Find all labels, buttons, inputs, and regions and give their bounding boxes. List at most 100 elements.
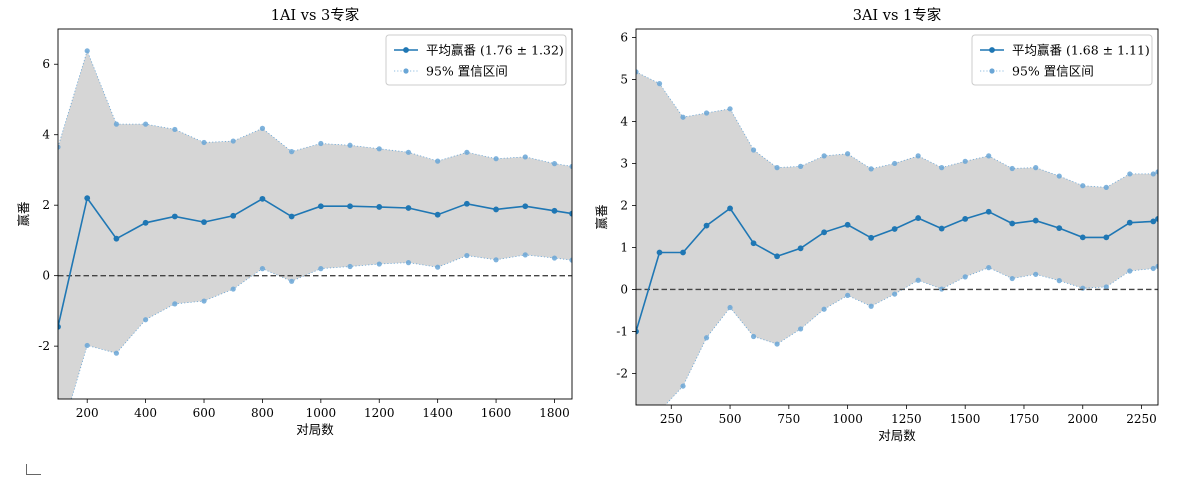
ci-upper-point (347, 142, 353, 148)
y-tick-label: 0 (620, 282, 628, 296)
x-tick-label: 1800 (539, 406, 570, 420)
ci-upper-point (1056, 173, 1062, 179)
x-tick-label: 500 (719, 412, 742, 426)
ci-upper-point (1155, 169, 1158, 175)
y-tick-label: 6 (42, 57, 50, 71)
plot-frame (57, 28, 573, 400)
ci-lower-point (201, 298, 207, 304)
ci-lower-point (939, 286, 945, 292)
ci-upper-point (636, 69, 639, 75)
ci-lower-point (845, 292, 851, 298)
ci-lower-point (522, 252, 528, 258)
mean-point (522, 203, 529, 210)
ci-upper-point (1009, 165, 1015, 172)
mean-point (171, 213, 178, 220)
ci-upper-point (750, 147, 757, 153)
mean-point (1079, 234, 1086, 241)
ci-lower-point (143, 317, 149, 323)
ci-lower-point (1009, 275, 1015, 282)
ci-lower-point (289, 278, 295, 284)
mean-point (347, 203, 353, 210)
ci-lower-point (569, 257, 572, 263)
mean-point (84, 195, 91, 202)
ci-lower-point (1150, 265, 1156, 272)
mean-point (868, 234, 875, 241)
x-tick-label: 1250 (891, 412, 922, 426)
ci-upper-point (703, 110, 710, 116)
legend: 平均赢番 (1.76 ± 1.32) 95% 置信区间 (385, 34, 567, 86)
mean-point (551, 207, 558, 214)
mean-point (142, 219, 149, 226)
ci-lower-point (703, 335, 710, 341)
ci-upper-point (230, 138, 236, 144)
ci-upper-point (986, 153, 992, 159)
y-tick-label: 2 (42, 198, 50, 212)
legend-mean-label: 平均赢番 (1.68 ± 1.11) (1012, 43, 1150, 58)
ci-lower-point (797, 326, 804, 332)
plot-frame (635, 28, 1159, 406)
mean-point (656, 249, 663, 256)
legend-ci-label: 95% 置信区间 (1012, 64, 1094, 79)
confidence-band (58, 50, 572, 399)
ci-upper-point (915, 153, 921, 159)
confidence-band (636, 71, 1158, 405)
ci-lower-point (1033, 271, 1039, 277)
ci-lower-point (962, 274, 968, 280)
legend-mean-marker (403, 47, 409, 53)
y-tick-label: 1 (620, 240, 628, 254)
ci-lower-point (55, 442, 60, 447)
ci-lower-point (464, 252, 470, 259)
ci-upper-point (405, 149, 412, 155)
y-tick-label: 0 (42, 269, 50, 283)
y-axis-label: 赢番 (16, 201, 31, 227)
mean-point (938, 225, 945, 232)
ci-upper-point (1103, 184, 1109, 190)
x-axis-label: 对局数 (296, 422, 334, 437)
ci-upper-point (680, 114, 686, 120)
ci-lower-point (1103, 284, 1109, 290)
ci-lower-point (230, 286, 236, 292)
ci-upper-point (892, 160, 898, 167)
chart-2: 250 500 750 1000 1250 1500 1750 2000 2250 -2 -1 0 1 2… (594, 7, 1159, 443)
ci-lower-point (915, 277, 921, 283)
ci-lower-point (1127, 268, 1133, 274)
ci-upper-point (464, 149, 470, 155)
ci-upper-point (143, 121, 149, 127)
mean-point (797, 245, 804, 252)
ci-upper-point (289, 149, 295, 155)
ci-upper-point (1080, 183, 1086, 189)
ci-upper-point (551, 161, 558, 167)
ci-upper-point (172, 126, 178, 133)
mean-point (113, 235, 120, 242)
x-tick-label: 1750 (1009, 412, 1040, 426)
y-tick-label: 4 (620, 114, 628, 128)
ci-upper-point (1033, 165, 1039, 171)
mean-point (727, 205, 733, 212)
corner-mark (26, 464, 41, 475)
ci-lower-point (892, 291, 898, 297)
ci-lower-point (376, 261, 382, 267)
mean-point (1009, 220, 1016, 227)
x-tick-label: 600 (193, 406, 216, 420)
chart-1: 200 400 600 800 1000 1200 1400 1600 1800 -2 0 2 4 6 1A… (16, 7, 573, 447)
y-tick-label: 6 (620, 30, 628, 44)
x-axis-label: 对局数 (878, 428, 916, 443)
mean-point (703, 222, 710, 229)
mean-point (891, 226, 898, 232)
legend-ci-marker (989, 68, 995, 74)
ci-upper-point (868, 166, 874, 172)
ci-upper-point (318, 140, 324, 147)
mean-point (463, 200, 470, 207)
ci-upper-point (84, 48, 90, 54)
mean-point (288, 213, 295, 220)
ci-upper-point (1127, 171, 1133, 177)
mean-point (1032, 217, 1039, 224)
plot-area (55, 48, 572, 447)
mean-point (680, 249, 686, 256)
ci-lower-point (680, 383, 686, 389)
ci-upper-point (522, 154, 528, 160)
legend: 平均赢番 (1.68 ± 1.11) 95% 置信区间 (971, 34, 1153, 86)
ci-lower-point (172, 301, 178, 307)
ci-lower-point (259, 266, 266, 272)
mean-point (985, 208, 992, 215)
